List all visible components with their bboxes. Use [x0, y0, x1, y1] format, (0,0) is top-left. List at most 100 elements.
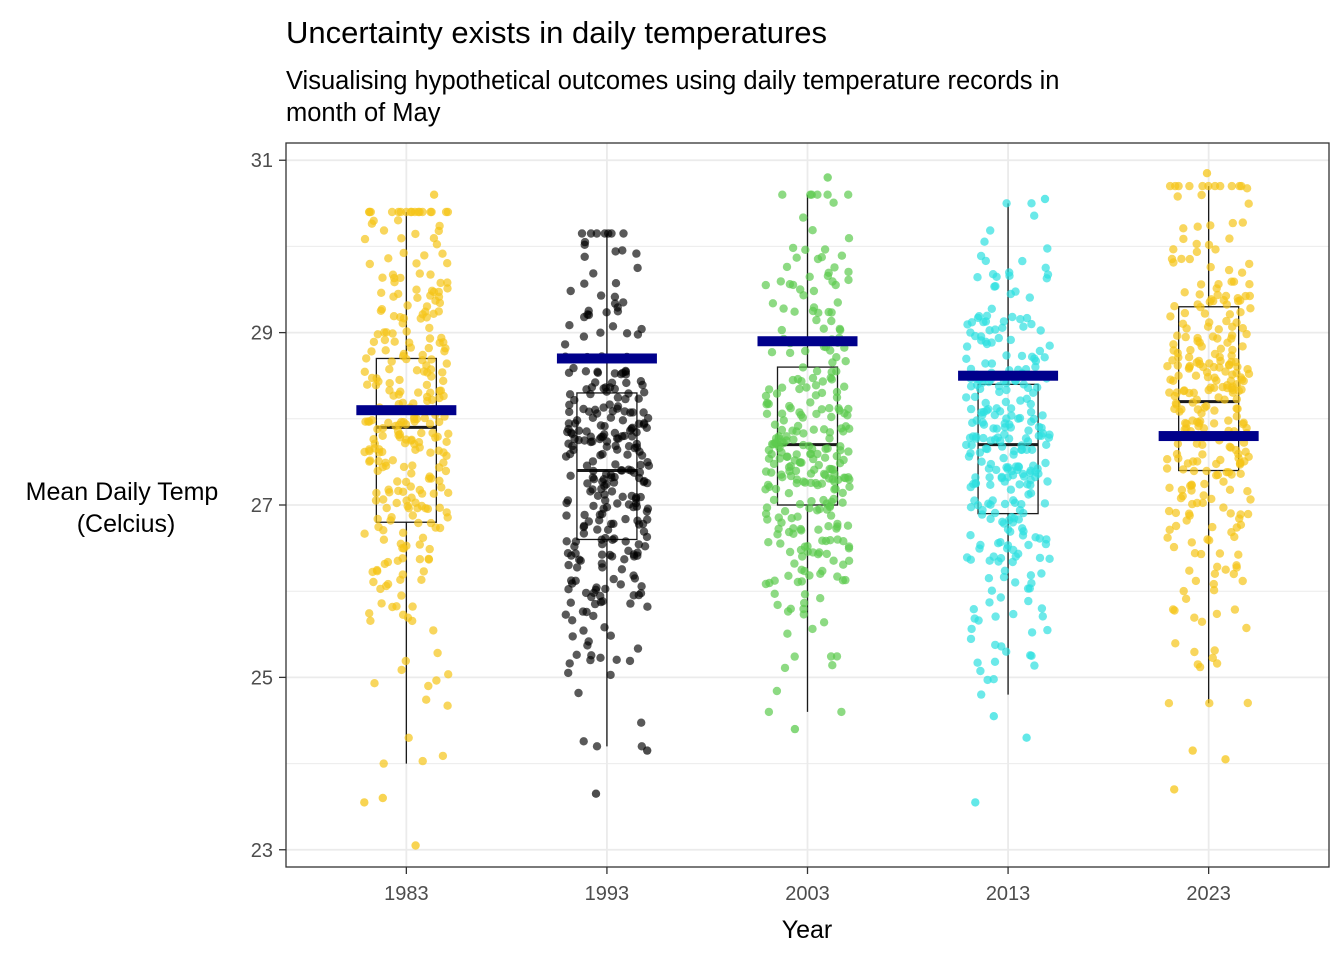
data-point — [360, 234, 370, 244]
data-point — [1221, 755, 1230, 764]
data-point — [831, 484, 840, 493]
data-point — [1227, 277, 1236, 286]
data-point — [613, 303, 622, 312]
data-point — [415, 443, 424, 452]
data-point — [570, 395, 579, 405]
data-point — [565, 449, 575, 459]
data-point — [411, 229, 420, 239]
data-point — [370, 439, 379, 448]
data-point — [381, 346, 390, 355]
data-point — [367, 373, 377, 383]
data-point — [1226, 509, 1235, 518]
data-point — [431, 296, 440, 305]
data-point — [1026, 571, 1036, 580]
data-point — [436, 386, 446, 395]
data-point — [839, 455, 848, 465]
data-point — [796, 524, 805, 534]
data-point — [444, 670, 453, 679]
data-point — [1179, 224, 1188, 233]
data-point — [434, 446, 443, 455]
data-point — [1191, 371, 1201, 380]
data-point — [801, 346, 810, 356]
data-point — [1002, 385, 1011, 395]
data-point — [1190, 647, 1199, 657]
data-point — [582, 461, 592, 470]
data-point — [596, 291, 606, 300]
data-point — [1043, 625, 1052, 635]
data-point — [777, 325, 786, 335]
data-point — [624, 442, 634, 451]
plot-panel — [285, 142, 1330, 868]
data-point — [1222, 316, 1231, 326]
data-point — [770, 576, 779, 585]
data-point — [1019, 508, 1028, 518]
data-point — [971, 798, 980, 807]
data-point — [640, 542, 650, 551]
data-point — [1193, 660, 1203, 669]
data-point — [1041, 458, 1050, 468]
data-point — [623, 450, 632, 459]
data-point — [762, 503, 772, 512]
data-point — [412, 259, 421, 268]
data-point — [634, 473, 644, 483]
data-point — [779, 304, 788, 313]
data-point — [999, 572, 1009, 582]
data-point — [797, 577, 806, 586]
data-point — [1172, 449, 1182, 459]
data-point — [394, 420, 404, 430]
data-point — [783, 629, 792, 638]
data-point — [799, 429, 808, 438]
data-point — [1192, 395, 1202, 404]
data-point — [768, 299, 778, 308]
data-point — [621, 514, 630, 524]
data-point — [790, 307, 799, 316]
data-point — [1027, 445, 1037, 454]
mean-bars — [356, 336, 1259, 442]
data-point — [584, 517, 593, 526]
mean-bar — [1158, 431, 1259, 442]
data-point — [990, 508, 1000, 518]
data-point — [369, 337, 379, 347]
data-point — [788, 375, 798, 385]
data-point — [1176, 494, 1186, 503]
x-axis-title: Year — [782, 916, 833, 944]
data-point — [439, 458, 448, 467]
data-point — [405, 338, 414, 347]
data-point — [565, 321, 574, 330]
data-point — [425, 544, 434, 554]
data-point — [988, 270, 998, 279]
data-point — [1205, 536, 1214, 545]
data-point — [591, 585, 600, 594]
data-point — [966, 531, 975, 540]
data-point — [1030, 661, 1039, 670]
data-point — [374, 522, 383, 532]
data-point — [1180, 308, 1190, 318]
data-point — [771, 484, 781, 494]
data-point — [812, 315, 821, 325]
data-point — [1243, 509, 1253, 519]
data-point — [1164, 699, 1174, 708]
data-point — [378, 793, 387, 803]
data-point — [792, 253, 801, 262]
data-point — [589, 466, 598, 476]
data-point — [412, 285, 421, 294]
data-point — [807, 497, 816, 506]
data-point — [1216, 344, 1226, 353]
data-point — [1225, 485, 1235, 494]
data-point — [1026, 651, 1035, 660]
data-point — [393, 556, 402, 565]
data-point — [435, 393, 444, 403]
data-point — [629, 591, 638, 600]
data-point — [996, 436, 1005, 446]
data-point — [805, 571, 814, 580]
data-point — [989, 712, 998, 721]
data-point — [643, 458, 652, 467]
data-point — [643, 746, 652, 755]
data-point — [564, 439, 573, 448]
data-point — [438, 368, 447, 377]
data-point — [566, 471, 575, 480]
data-point — [399, 248, 408, 258]
x-tick-label: 1993 — [585, 883, 630, 905]
data-point — [572, 563, 582, 572]
data-point — [838, 488, 847, 498]
